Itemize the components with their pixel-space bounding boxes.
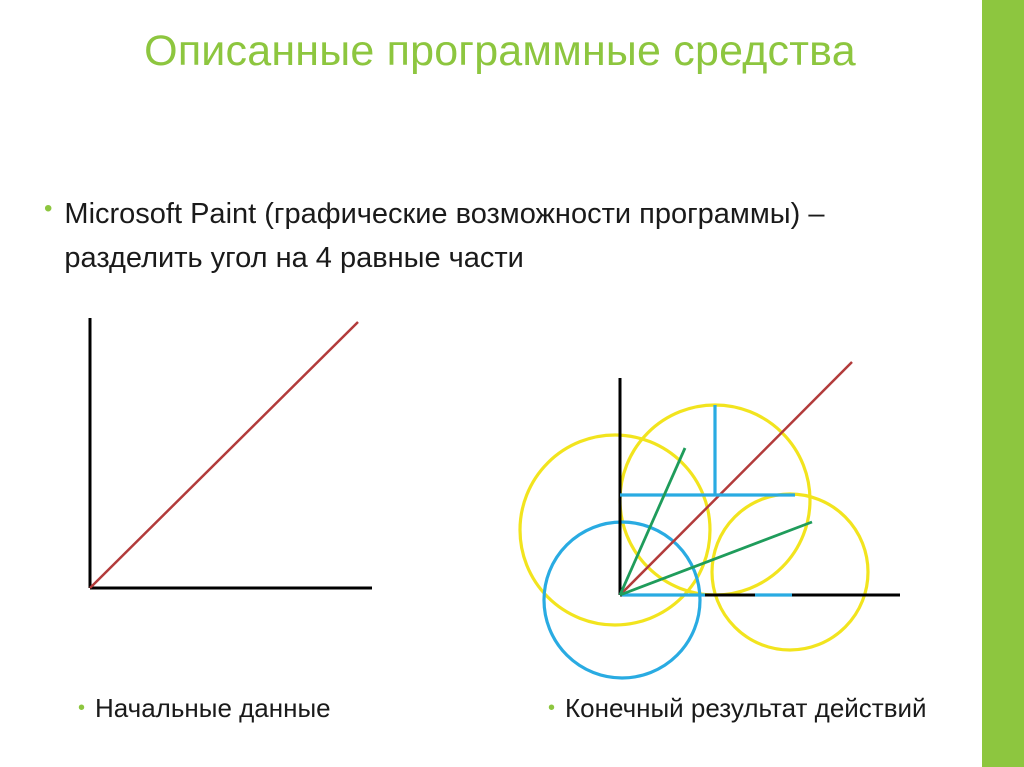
bullet-marker-icon: • [44,195,53,222]
figure-initial-angle [70,300,400,620]
green-ray-upper [618,447,687,596]
decorative-right-bar-gap [968,0,982,767]
caption-text: Начальные данные [95,693,331,723]
yellow-circle-left [518,433,712,627]
yellow-circle-right [710,492,870,652]
blue-circle [542,520,702,680]
green-ray-lower [619,520,813,597]
bullet-item: • Microsoft Paint (графические возможнос… [44,192,924,280]
red-diagonal-line [89,321,359,589]
page-title: Описанные программные средства [144,27,856,75]
caption-text: Конечный результат действий [565,693,927,723]
caption-final: • Конечный результат действий [548,692,928,725]
caption-marker-icon: • [548,697,556,719]
initial-angle-svg [88,318,372,590]
decorative-right-bar [982,0,1024,767]
caption-initial: • Начальные данные [78,692,438,725]
bullet-text: Microsoft Paint (графические возможности… [64,198,825,274]
figure-final-construction [500,300,920,680]
red-diagonal-line [619,361,853,596]
caption-marker-icon: • [78,697,86,719]
figures-area [0,300,962,680]
final-construction-svg [518,361,900,680]
